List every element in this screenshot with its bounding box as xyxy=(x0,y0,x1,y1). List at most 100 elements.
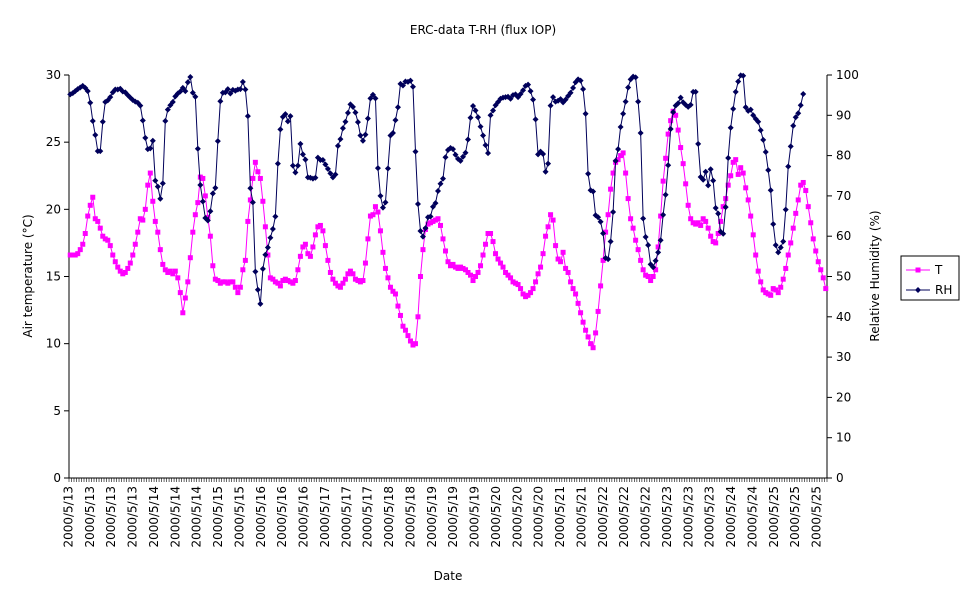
point-RH xyxy=(199,198,206,205)
point-T xyxy=(498,260,504,266)
point-RH xyxy=(442,154,449,161)
legend-label-T: T xyxy=(934,263,943,277)
point-RH xyxy=(600,230,607,237)
point-RH xyxy=(675,100,682,107)
point-RH xyxy=(207,208,214,215)
point-RH xyxy=(327,170,334,177)
point-RH xyxy=(570,84,577,91)
point-T xyxy=(135,229,141,235)
point-T xyxy=(663,155,669,161)
x-tick-label: 2000/5/23 xyxy=(703,486,717,548)
point-T xyxy=(232,284,238,290)
point-RH xyxy=(645,242,652,249)
point-RH xyxy=(407,77,414,84)
point-T xyxy=(683,181,689,187)
point-RH xyxy=(339,125,346,132)
x-tick-label: 2000/5/15 xyxy=(233,486,247,548)
point-RH xyxy=(217,98,224,105)
x-axis: 2000/5/13 2000/5/13 2000/5/13 2000/5/13 2000… xyxy=(62,477,828,548)
point-RH xyxy=(417,227,424,234)
right-tick-label: 60 xyxy=(836,229,851,243)
point-RH xyxy=(462,149,469,156)
point-RH xyxy=(610,209,617,216)
point-T xyxy=(800,179,806,185)
point-T xyxy=(625,196,631,202)
point-RH xyxy=(457,157,464,164)
point-T xyxy=(508,275,514,281)
point-RH xyxy=(580,86,587,93)
point-RH xyxy=(392,117,399,124)
point-RH xyxy=(662,191,669,198)
point-RH xyxy=(755,118,762,125)
point-T xyxy=(743,185,749,191)
point-T xyxy=(370,212,376,218)
point-RH xyxy=(532,116,539,123)
point-T xyxy=(87,202,93,208)
point-T xyxy=(252,159,258,165)
point-RH xyxy=(322,161,329,168)
point-T xyxy=(600,257,606,263)
point-RH xyxy=(92,132,99,139)
x-tick-label: 2000/5/19 xyxy=(425,486,439,548)
point-RH xyxy=(99,118,106,125)
x-minor-ticks xyxy=(68,478,828,482)
point-T xyxy=(738,165,744,171)
x-tick-label: 2000/5/18 xyxy=(382,486,396,548)
point-RH xyxy=(389,130,396,137)
point-RH xyxy=(89,117,96,124)
point-T xyxy=(130,252,136,258)
point-T xyxy=(550,217,556,223)
x-tick-label: 2000/5/20 xyxy=(489,486,503,548)
point-T xyxy=(90,194,96,200)
point-RH xyxy=(472,107,479,114)
point-T xyxy=(820,275,826,281)
point-RH xyxy=(487,112,494,119)
point-T xyxy=(710,239,716,245)
x-tick-label: 2000/5/14 xyxy=(190,486,204,548)
point-RH xyxy=(277,126,284,133)
point-T xyxy=(675,127,681,133)
point-T xyxy=(75,251,81,257)
point-T xyxy=(350,271,356,277)
point-T xyxy=(483,241,489,247)
point-T xyxy=(475,269,481,275)
x-tick-label: 2000/5/24 xyxy=(724,486,738,548)
point-T xyxy=(653,267,659,273)
point-T xyxy=(540,251,546,257)
point-RH xyxy=(695,140,702,147)
right-tick-label: 70 xyxy=(836,189,851,203)
point-RH xyxy=(562,96,569,103)
point-T xyxy=(500,264,506,270)
series-layer xyxy=(67,72,829,351)
point-T xyxy=(177,290,183,296)
point-T xyxy=(815,259,821,265)
point-RH xyxy=(227,90,234,97)
point-T xyxy=(322,243,328,249)
point-RH xyxy=(259,265,266,272)
point-T xyxy=(192,212,198,218)
point-RH xyxy=(382,199,389,206)
point-T xyxy=(583,327,589,333)
point-T xyxy=(823,286,829,292)
point-T xyxy=(790,225,796,231)
point-RH xyxy=(550,94,557,101)
point-T xyxy=(630,225,636,231)
point-T xyxy=(72,252,78,258)
x-tick-label: 2000/5/21 xyxy=(574,486,588,548)
point-T xyxy=(237,284,243,290)
point-T xyxy=(568,279,574,285)
point-T xyxy=(257,175,263,181)
x-tick-label: 2000/5/16 xyxy=(297,486,311,548)
point-T xyxy=(240,267,246,273)
point-T xyxy=(755,268,761,274)
point-T xyxy=(545,224,551,230)
point-RH xyxy=(742,104,749,111)
point-T xyxy=(210,263,216,269)
point-T xyxy=(648,278,654,284)
point-T xyxy=(770,286,776,292)
point-RH xyxy=(707,166,714,173)
point-T xyxy=(650,274,656,279)
x-tick-label: 2000/5/14 xyxy=(168,486,182,548)
point-T xyxy=(347,268,353,274)
point-RH xyxy=(612,157,619,164)
